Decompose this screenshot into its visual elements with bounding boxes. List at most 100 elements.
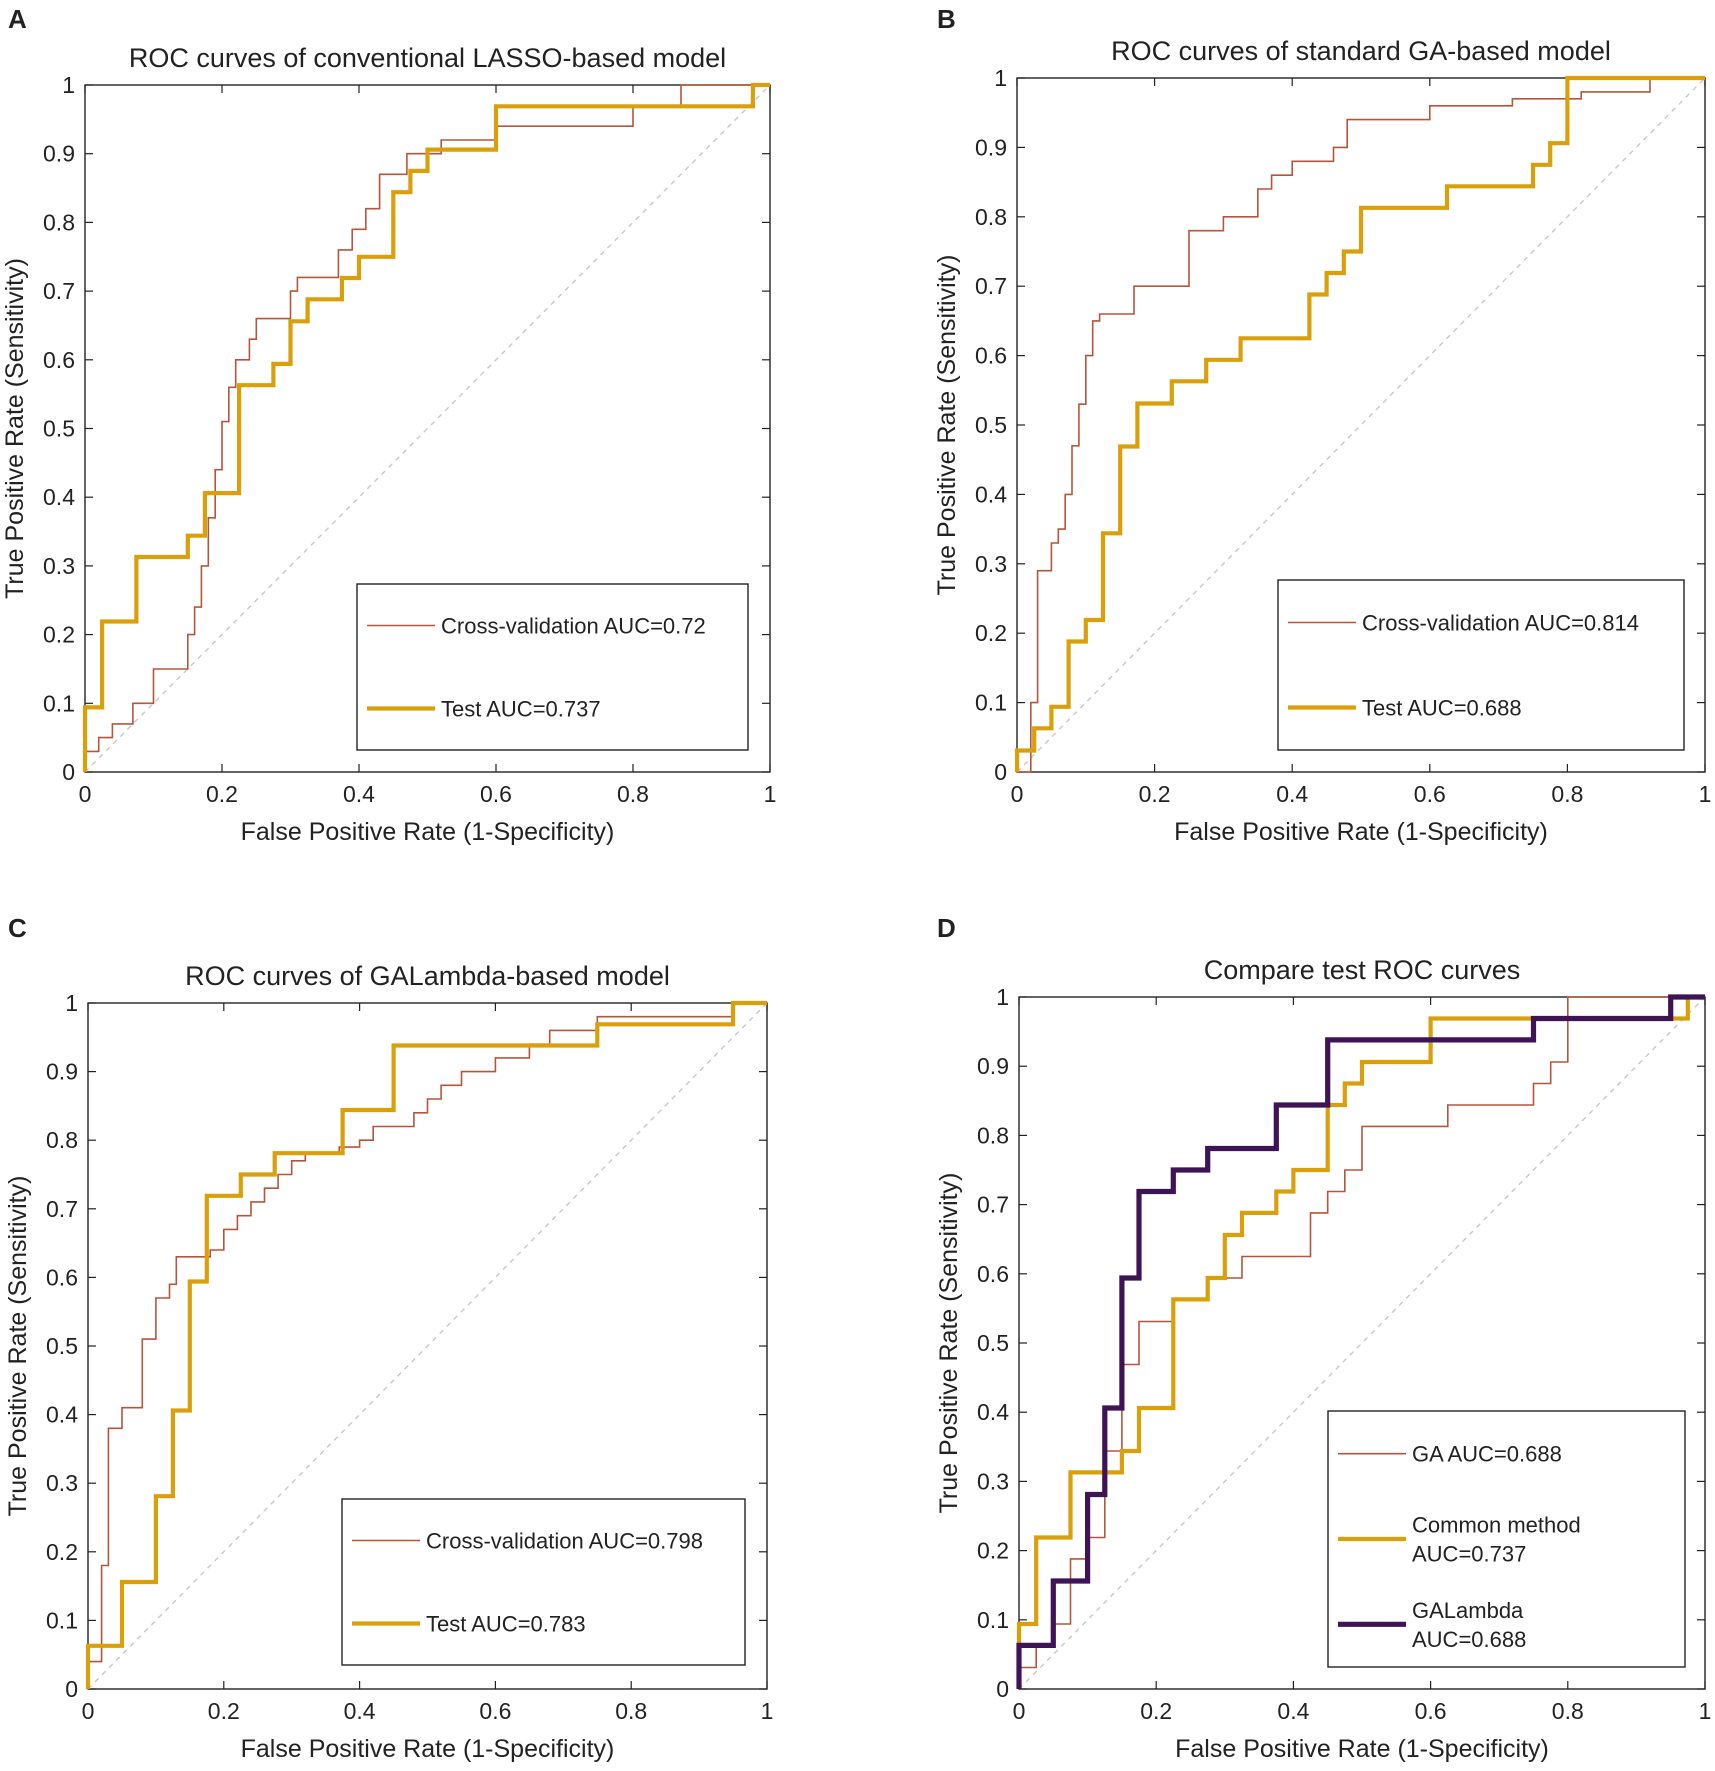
legend-entry-text: GALambda — [1412, 1598, 1524, 1623]
legend: Cross-validation AUC=0.798 Test AUC=0.783 — [341, 1498, 746, 1666]
y-tick-label: 0.1 — [977, 1607, 1009, 1633]
y-tick-label: 1 — [996, 984, 1009, 1010]
y-tick-label: 0.1 — [43, 690, 75, 716]
legend-box — [356, 583, 749, 751]
diagonal-reference-line — [1018, 996, 1706, 1690]
x-tick-label: 0.2 — [1139, 781, 1171, 807]
roc-curve-cv — [1017, 77, 1705, 773]
legend-entry-text: Cross-validation AUC=0.798 — [426, 1529, 703, 1554]
y-tick-label: 1 — [62, 72, 75, 98]
y-tick-label: 0.6 — [975, 343, 1007, 369]
y-tick-label: 0.8 — [975, 204, 1007, 230]
x-tick-label: 0.4 — [1276, 781, 1308, 807]
x-tick-label: 0 — [82, 1698, 95, 1724]
panel-label: B — [937, 4, 956, 34]
legend-box — [341, 1498, 746, 1666]
roc-curve-test — [82, 82, 770, 772]
y-tick-label: 0.7 — [977, 1192, 1009, 1218]
x-tick-label: 0.6 — [1415, 1698, 1447, 1724]
chart-title: ROC curves of GALambda-based model — [185, 961, 670, 991]
y-tick-label: 0.8 — [46, 1127, 78, 1153]
y-tick-label: 0 — [994, 759, 1007, 785]
y-tick-label: 0.6 — [977, 1261, 1009, 1287]
chart-title: ROC curves of conventional LASSO-based m… — [129, 43, 726, 73]
legend: Cross-validation AUC=0.72 Test AUC=0.737 — [356, 583, 749, 751]
panel-c: C ROC curves of GALambda-based model 0 0.2 0… — [4, 913, 773, 1763]
legend: Cross-validation AUC=0.814 Test AUC=0.688 — [1277, 579, 1685, 751]
y-tick-label: 1 — [994, 65, 1007, 91]
x-tick-label: 1 — [764, 781, 777, 807]
y-tick-label: 0.9 — [43, 141, 75, 167]
y-tick-label: 0.5 — [977, 1330, 1009, 1356]
legend-entry-text: GA AUC=0.688 — [1412, 1442, 1562, 1467]
x-axis-label: False Positive Rate (1-Specificity) — [241, 818, 615, 846]
y-tick-label: 0.7 — [975, 273, 1007, 299]
y-tick-label: 0.9 — [46, 1059, 78, 1085]
x-tick-label: 1 — [1699, 1698, 1712, 1724]
y-tick-label: 0.2 — [975, 620, 1007, 646]
roc-curve-galambda — [1016, 994, 1705, 1689]
y-tick-label: 0.2 — [46, 1539, 78, 1565]
panel-label: A — [8, 4, 27, 34]
x-tick-label: 0.8 — [615, 1698, 647, 1724]
panel-a: A ROC curves of conventional LASSO-based … — [1, 4, 776, 846]
x-tick-label: 0.4 — [344, 1698, 376, 1724]
y-tick-label: 0.4 — [975, 481, 1007, 507]
y-axis-label: True Positive Rate (Sensitivity) — [1, 258, 29, 599]
y-tick-label: 0.5 — [43, 416, 75, 442]
x-tick-label: 1 — [1699, 781, 1712, 807]
y-tick-label: 0.3 — [977, 1468, 1009, 1494]
y-tick-label: 0 — [65, 1676, 78, 1702]
y-tick-label: 0.4 — [977, 1399, 1009, 1425]
diagonal-reference-line — [1016, 77, 1706, 773]
roc-curve-cv — [87, 1002, 767, 1689]
legend-entry-text: AUC=0.737 — [1412, 1542, 1526, 1567]
x-tick-label: 0.8 — [617, 781, 649, 807]
y-tick-label: 0.3 — [975, 551, 1007, 577]
y-tick-label: 0.1 — [46, 1607, 78, 1633]
panel-label: D — [937, 913, 956, 943]
chart-title: Compare test ROC curves — [1204, 955, 1521, 985]
x-tick-label: 0.4 — [343, 781, 375, 807]
x-axis-label: False Positive Rate (1-Specificity) — [241, 1735, 615, 1763]
x-tick-label: 1 — [761, 1698, 774, 1724]
y-tick-label: 0.4 — [46, 1402, 78, 1428]
y-tick-label: 0 — [62, 759, 75, 785]
x-axis-label: False Positive Rate (1-Specificity) — [1175, 1735, 1549, 1763]
x-tick-label: 0.4 — [1277, 1698, 1309, 1724]
y-axis-label: True Positive Rate (Sensitivity) — [933, 255, 961, 596]
legend-box — [1277, 579, 1685, 751]
y-tick-label: 0.9 — [975, 134, 1007, 160]
y-axis-label: True Positive Rate (Sensitivity) — [935, 1173, 963, 1514]
legend-entry-text: Test AUC=0.737 — [441, 697, 601, 722]
x-tick-label: 0.6 — [479, 1698, 511, 1724]
roc-curve-test — [85, 1000, 767, 1689]
legend-entry-text: Cross-validation AUC=0.814 — [1362, 611, 1639, 636]
legend-entry-text: Test AUC=0.688 — [1362, 696, 1522, 721]
y-tick-label: 0.4 — [43, 484, 75, 510]
y-tick-label: 0.7 — [46, 1196, 78, 1222]
y-tick-label: 0.8 — [43, 209, 75, 235]
x-tick-label: 0.2 — [208, 1698, 240, 1724]
y-tick-label: 0.8 — [977, 1122, 1009, 1148]
legend-entry-text: Common method — [1412, 1513, 1581, 1538]
x-tick-label: 0.2 — [206, 781, 238, 807]
roc-curve-cv — [84, 84, 770, 772]
y-tick-label: 0.2 — [43, 622, 75, 648]
x-axis-label: False Positive Rate (1-Specificity) — [1174, 818, 1548, 846]
y-tick-label: 0.2 — [977, 1538, 1009, 1564]
diagonal-reference-line — [87, 1002, 768, 1690]
y-tick-label: 0.3 — [43, 553, 75, 579]
x-tick-label: 0.8 — [1551, 781, 1583, 807]
y-tick-label: 0.9 — [977, 1053, 1009, 1079]
y-tick-label: 0 — [996, 1676, 1009, 1702]
diagonal-reference-line — [84, 84, 771, 773]
legend: GA AUC=0.688 Common method AUC=0.737 GALamb… — [1327, 1410, 1686, 1668]
y-axis-label: True Positive Rate (Sensitivity) — [4, 1176, 32, 1517]
x-tick-label: 0.2 — [1140, 1698, 1172, 1724]
y-tick-label: 0.6 — [43, 347, 75, 373]
panel-d: D Compare test ROC curves 0 0.2 0.4 0.6 0.8 1 0 0… — [935, 913, 1711, 1763]
x-tick-label: 0.8 — [1552, 1698, 1584, 1724]
